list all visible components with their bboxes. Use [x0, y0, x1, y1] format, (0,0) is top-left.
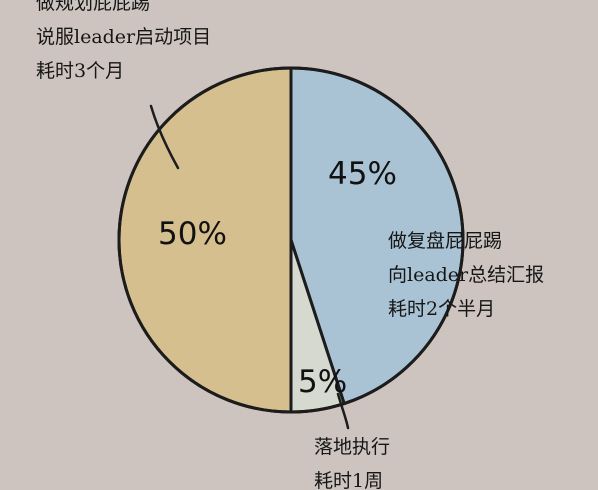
- leader-lines: [149, 104, 350, 430]
- pie-slices: [117, 66, 465, 414]
- leader-line-exec: [336, 392, 350, 430]
- leader-line-plan: [149, 104, 180, 170]
- annotation-exec-line-2: 耗时1周: [314, 470, 384, 490]
- slice-label-review: 45%: [328, 156, 397, 192]
- annotation-exec: 落地执行 耗时1周: [314, 430, 390, 490]
- annotation-review-line-1: 做复盘屁屁踢: [388, 230, 503, 252]
- annotation-review-line-3: 耗时2个半月: [388, 298, 496, 320]
- percent-labels: 50% 45% 5%: [158, 156, 397, 400]
- annotation-review-line-2: 向leader总结汇报: [388, 264, 545, 286]
- slice-label-exec: 5%: [298, 364, 347, 400]
- annotation-review: 做复盘屁屁踢 向leader总结汇报 耗时2个半月: [388, 224, 544, 326]
- slice-label-plan: 50%: [158, 216, 227, 252]
- annotation-plan-line-3: 耗时3个月: [36, 60, 125, 82]
- annotation-plan-line-2: 说服leader启动项目: [36, 26, 212, 48]
- annotation-exec-line-1: 落地执行: [314, 436, 391, 458]
- pie-outline: [117, 66, 465, 414]
- annotation-plan-line-1: 做规划屁屁踢: [36, 0, 151, 14]
- annotation-plan: 做规划屁屁踢 说服leader启动项目 耗时3个月: [36, 0, 211, 88]
